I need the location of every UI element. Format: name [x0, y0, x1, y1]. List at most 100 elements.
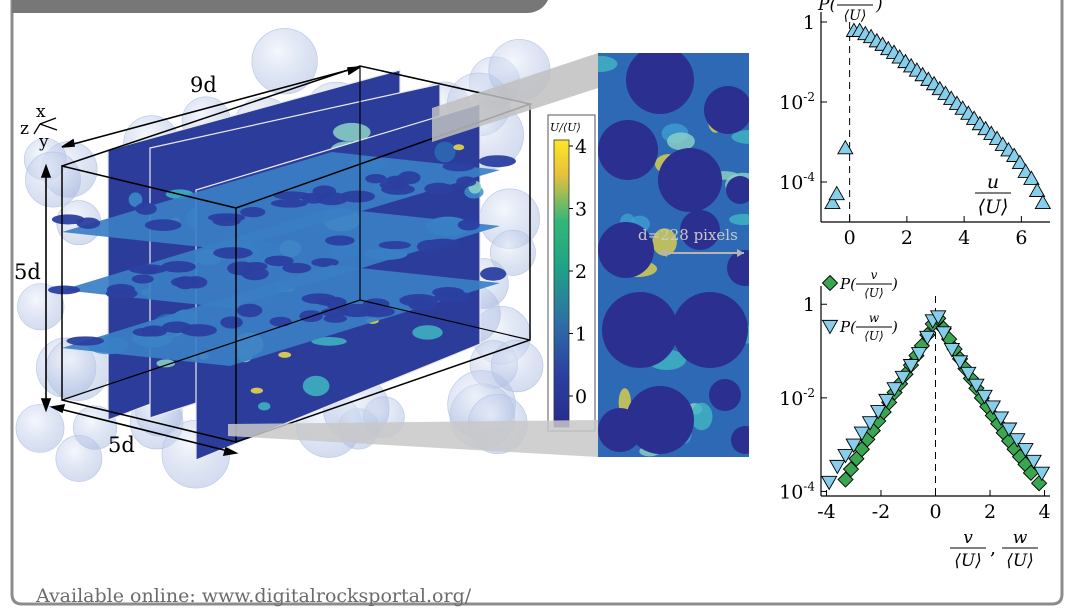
flow-region — [412, 325, 443, 340]
scale-bar-label: d=228 pixels — [638, 226, 738, 244]
y-tick-label: 1 — [803, 294, 815, 316]
legend-label-v-frac: v ⟨U⟩ — [856, 268, 892, 300]
data-point — [1030, 475, 1048, 492]
sphere — [490, 339, 544, 393]
chart2-x-title-comma: , — [990, 537, 996, 559]
data-point — [1011, 154, 1029, 169]
dim-length-label: 9d — [190, 73, 217, 97]
axis-x-label: x — [36, 102, 46, 122]
scale-bar: d=228 pixels — [638, 226, 744, 257]
grain-cross-section — [704, 86, 749, 134]
flow-region — [128, 192, 143, 207]
data-point — [837, 448, 854, 464]
data-point — [842, 460, 860, 478]
data-point — [1033, 466, 1051, 482]
data-point — [1034, 194, 1052, 209]
legend-marker-w — [821, 319, 839, 335]
grain-cross-section — [598, 120, 658, 180]
flow-region — [667, 132, 695, 151]
data-point — [824, 194, 841, 209]
high-velocity-spot — [250, 387, 264, 394]
grain-cross-section — [709, 379, 741, 411]
caption-text: Available online: www.digitalrocksportal… — [36, 585, 472, 607]
pore-section — [379, 180, 409, 190]
pore-section — [365, 174, 387, 184]
pore-section — [434, 290, 472, 303]
chart1-y-title-frac: u ⟨U⟩ — [837, 0, 873, 24]
data-point — [929, 310, 947, 325]
pore-section — [270, 199, 308, 208]
frac-numerator: u — [987, 171, 999, 193]
data-point — [992, 411, 1010, 426]
data-point — [984, 400, 1002, 416]
sphere — [25, 151, 81, 208]
pore-section — [241, 266, 269, 281]
colorbar-tick-label: 0 — [575, 386, 587, 408]
pore-section — [161, 321, 192, 333]
data-point — [902, 359, 920, 374]
sphere — [15, 403, 65, 453]
data-point — [853, 426, 871, 442]
chart2-x-title-w: w ⟨U⟩ — [1002, 528, 1038, 571]
data-point — [845, 438, 862, 454]
flow-region — [311, 337, 347, 346]
colorbar-gradient — [553, 139, 570, 428]
chart1-y-title-close: ) — [875, 0, 883, 15]
data-point — [1023, 170, 1040, 185]
pore-section — [220, 316, 243, 329]
grain-cross-section — [598, 408, 642, 452]
pore-section — [302, 192, 326, 204]
data-point — [959, 366, 977, 382]
pore-section — [282, 262, 312, 274]
data-point — [1017, 443, 1034, 458]
frac-denominator: ⟨U⟩ — [864, 329, 883, 343]
pore-section — [424, 182, 454, 195]
pore-section — [138, 266, 160, 275]
data-point — [829, 459, 846, 475]
data-point — [820, 475, 838, 491]
x-tick-label: -4 — [817, 501, 836, 523]
legend-label-w: P( — [839, 318, 857, 336]
flow-region — [598, 55, 618, 72]
data-point — [1028, 182, 1046, 197]
x-tick-label: 4 — [1039, 501, 1051, 523]
legend-marker-v — [821, 274, 839, 292]
data-point — [976, 389, 993, 405]
pore-section — [131, 274, 154, 284]
high-velocity-spot — [453, 144, 465, 151]
pore-section — [207, 213, 246, 223]
sphere — [73, 405, 118, 450]
pore-section — [236, 303, 263, 318]
colorbar-label: U/⟨U⟩ — [550, 121, 581, 134]
pore-section — [323, 314, 347, 323]
dim-depth-label: 5d — [108, 433, 135, 457]
sphere — [489, 229, 536, 276]
x-tick-label: 0 — [844, 227, 856, 249]
grain-cross-section — [731, 426, 749, 454]
x-tick-label: 4 — [958, 227, 970, 249]
data-point — [910, 347, 928, 362]
flow-region — [731, 129, 749, 144]
pore-section — [456, 176, 477, 187]
frac-denominator: ⟨U⟩ — [954, 551, 982, 571]
grain-cross-section — [658, 148, 722, 212]
y-tick-label: 10-2 — [779, 386, 815, 410]
x-tick-label: -2 — [872, 501, 891, 523]
zoom-connector-bottom — [228, 420, 598, 457]
y-tick-label: 10-4 — [779, 479, 815, 503]
data-point — [943, 343, 961, 358]
domain-hidden-edges — [61, 66, 531, 401]
x-tick-label: 6 — [1015, 227, 1027, 249]
data-point — [886, 382, 903, 397]
colorbar: U/⟨U⟩ 4 3 2 1 0 — [547, 114, 596, 432]
frac-numerator: w — [869, 311, 880, 325]
flow-region — [729, 213, 749, 226]
pore-section — [141, 325, 168, 337]
grain-cross-section — [680, 210, 720, 250]
pore-section — [457, 219, 480, 231]
flow-region — [690, 402, 713, 431]
frac-denominator: ⟨U⟩ — [864, 286, 883, 300]
chart1-y-title: P( — [817, 0, 836, 15]
sphere — [17, 283, 65, 331]
